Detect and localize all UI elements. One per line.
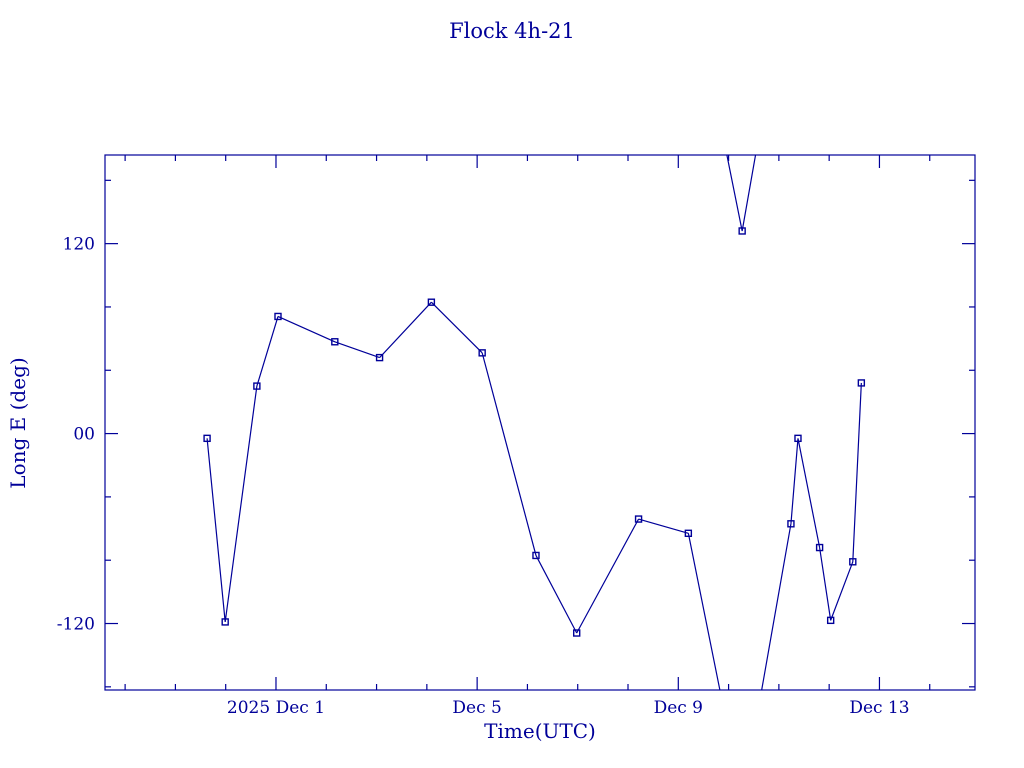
data-point-marker bbox=[203, 434, 211, 443]
y-axis-label: Long E (deg) bbox=[6, 357, 30, 488]
data-point-marker bbox=[573, 629, 581, 637]
y-tick-label: 00 bbox=[73, 425, 95, 445]
x-tick-label: Dec 13 bbox=[849, 698, 909, 718]
x-tick-label: 2025 Dec 1 bbox=[227, 698, 325, 718]
data-markers bbox=[203, 227, 866, 637]
data-point-marker bbox=[478, 349, 486, 357]
data-point-marker bbox=[849, 558, 857, 566]
data-line bbox=[206, 155, 862, 690]
tick-labels: 2025 Dec 1 Dec 5 Dec 9 Dec 13 120 00 -120 bbox=[57, 235, 910, 718]
data-point-marker bbox=[794, 434, 802, 443]
chart-title: Flock 4h-21 bbox=[449, 19, 575, 43]
data-point-marker bbox=[375, 353, 384, 362]
data-point-marker bbox=[634, 515, 643, 523]
data-point-marker bbox=[221, 618, 229, 626]
data-point-marker bbox=[427, 298, 436, 306]
data-point-marker bbox=[331, 338, 339, 346]
plot-area: 2025 Dec 1 Dec 5 Dec 9 Dec 13 120 00 -120 bbox=[57, 154, 976, 718]
x-axis-label: Time(UTC) bbox=[484, 719, 596, 743]
data-point-marker bbox=[738, 227, 746, 235]
data-point-marker bbox=[857, 379, 866, 387]
data-point-marker bbox=[274, 312, 282, 321]
data-point-marker bbox=[787, 520, 795, 528]
x-tick-label: Dec 9 bbox=[654, 698, 703, 718]
data-point-marker bbox=[826, 616, 835, 625]
data-point-marker bbox=[684, 529, 693, 537]
y-tick-label: 120 bbox=[63, 235, 95, 255]
x-tick-label: Dec 5 bbox=[452, 698, 501, 718]
data-point-marker bbox=[532, 551, 540, 560]
y-tick-label: -120 bbox=[57, 615, 95, 635]
data-point-marker bbox=[253, 382, 261, 390]
data-point-marker bbox=[815, 543, 824, 552]
axis-ticks bbox=[105, 155, 975, 690]
plot-frame bbox=[104, 154, 976, 691]
